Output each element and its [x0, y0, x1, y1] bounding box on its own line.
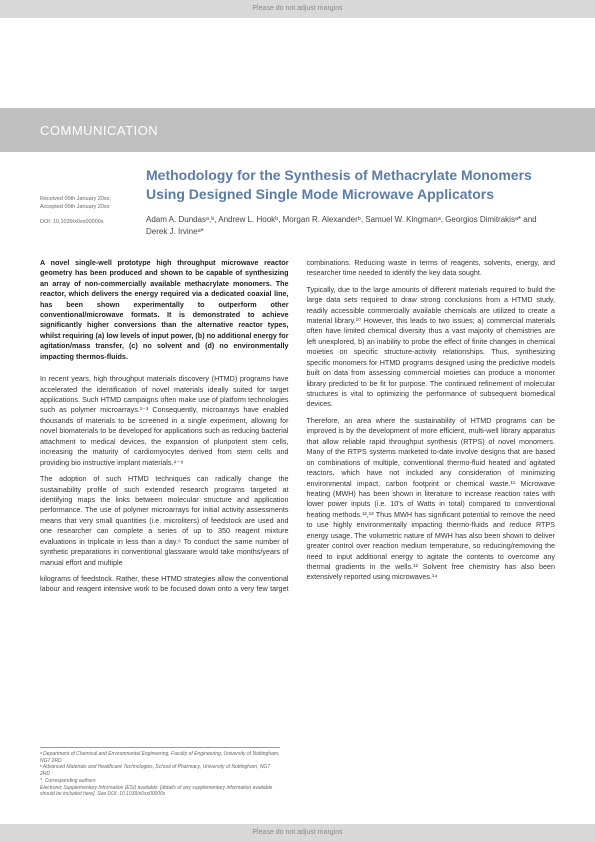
article-title: Methodology for the Synthesis of Methacr… [146, 166, 555, 204]
paragraph-2: The adoption of such HTMD techniques can… [40, 474, 289, 568]
abstract: A novel single-well prototype high throu… [40, 258, 289, 362]
page-content: COMMUNICATION Received 00th January 20xx… [0, 18, 595, 824]
affiliation-a: ᵃ Department of Chemical and Environment… [40, 751, 280, 765]
author-list: Adam A. Dundasᵃ,ᵇ, Andrew L. Hookᵇ, Morg… [146, 214, 555, 238]
accepted-date: Accepted 00th January 20xx [40, 204, 128, 212]
header-area: Received 00th January 20xx, Accepted 00t… [0, 152, 595, 248]
body-columns: A novel single-well prototype high throu… [0, 248, 595, 736]
paragraph-5: Therefore, an area where the sustainabil… [307, 416, 556, 583]
meta-column: Received 00th January 20xx, Accepted 00t… [40, 166, 128, 238]
margin-bar-top: Please do not adjust margins [0, 0, 595, 18]
affiliations-footer: ᵃ Department of Chemical and Environment… [40, 747, 280, 798]
esi-note: Electronic Supplementary Information (ES… [40, 785, 280, 799]
communication-banner: COMMUNICATION [0, 108, 595, 152]
paragraph-4: Typically, due to the large amounts of d… [307, 285, 556, 410]
title-column: Methodology for the Synthesis of Methacr… [146, 166, 555, 238]
paragraph-1: In recent years, high throughput materia… [40, 374, 289, 468]
corresponding: *. Corresponding authors [40, 778, 280, 785]
received-date: Received 00th January 20xx, [40, 196, 128, 204]
doi: DOI: 10.1039/x0xx00000x [40, 219, 128, 227]
affiliation-b: ᵇ Advanced Materials and Healthcare Tech… [40, 764, 280, 778]
margin-bar-bottom: Please do not adjust margins [0, 824, 595, 842]
